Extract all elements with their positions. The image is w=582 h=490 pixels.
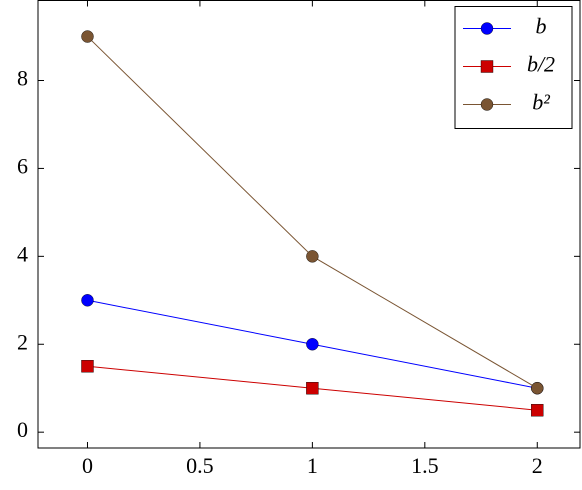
legend-marker [480, 60, 494, 73]
marker [306, 250, 319, 263]
x-tick-label: 0 [82, 453, 93, 478]
marker [531, 403, 544, 417]
marker [81, 30, 94, 43]
marker [81, 360, 94, 373]
marker [81, 294, 94, 307]
legend-label: b [536, 14, 547, 39]
legend-label: b² [532, 90, 550, 115]
y-tick-label: 6 [17, 153, 28, 178]
legend-box [454, 6, 573, 129]
x-tick-label: 0.5 [186, 453, 214, 478]
y-tick-label: 8 [17, 66, 28, 91]
marker [531, 382, 544, 395]
x-tick-label: 1.5 [411, 453, 439, 478]
legend-label: b/2 [527, 52, 555, 77]
x-tick-label: 1 [307, 453, 318, 478]
marker [306, 338, 319, 351]
legend-marker [480, 98, 494, 111]
marker [306, 382, 319, 395]
plot-frame [37, 0, 581, 449]
y-tick-label: 4 [17, 241, 28, 266]
legend: b b/2 b² [454, 6, 573, 129]
y-tick-label: 0 [17, 417, 28, 442]
x-tick-label: 2 [532, 453, 543, 478]
legend-marker [480, 22, 494, 35]
y-tick-label: 2 [17, 329, 28, 354]
